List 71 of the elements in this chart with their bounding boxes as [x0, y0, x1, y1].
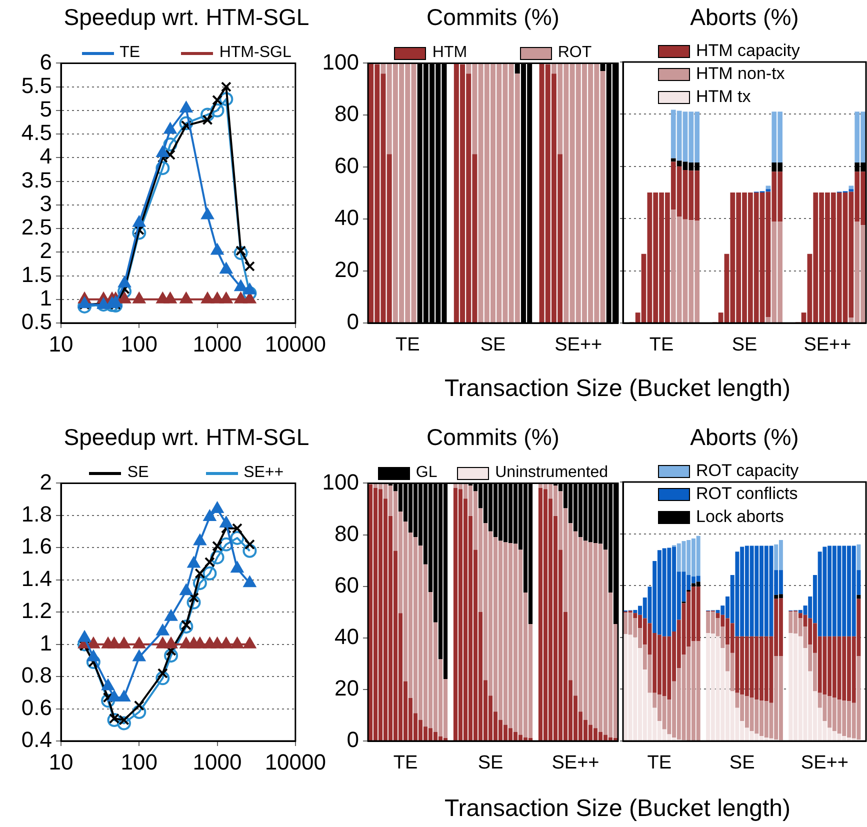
legend-label: Uninstrumented [495, 464, 608, 482]
legend-label: HTM non-tx [696, 64, 785, 84]
y-tick-label: 1.6 [21, 534, 52, 559]
legend-label: TE [120, 44, 140, 62]
y-tick-label: 6 [40, 49, 52, 74]
y-tick-label: 2 [40, 238, 52, 264]
y-tick-label: 20 [334, 257, 359, 282]
y-tick-label: 4.5 [21, 120, 52, 146]
y-tick-label: 2.5 [21, 214, 52, 240]
x-tick-label: 100 [120, 331, 158, 356]
y-tick-label: 1 [40, 285, 52, 310]
y-tick-label: 5 [40, 96, 52, 122]
y-tick-label: 1.4 [21, 566, 52, 591]
y-tick-label: 0.6 [21, 694, 52, 720]
y-tick-label: 1.5 [21, 262, 52, 287]
y-tick-label: 1.8 [21, 501, 52, 526]
x-tick-label: SE [729, 752, 755, 774]
y-tick-label: 80 [334, 520, 359, 546]
y-tick-label: 0.8 [21, 662, 52, 688]
legend-label: SE [127, 464, 149, 482]
legend-label: SE++ [244, 464, 284, 482]
chart-title: Aborts (%) [689, 424, 800, 451]
x-tick-label: 10000 [264, 331, 326, 356]
y-tick-label: 2 [40, 469, 52, 494]
legend-label: ROT conflicts [696, 484, 798, 504]
y-tick-label: 0 [346, 309, 359, 334]
y-tick-label: 40 [334, 205, 359, 230]
x-tick-label: SE [480, 334, 506, 356]
legend-label: GL [416, 464, 438, 482]
y-tick-label: 20 [334, 676, 359, 701]
legend-label: HTM [432, 44, 468, 62]
x-tick-label: SE++ [554, 334, 602, 356]
chart-title: Commits (%) [426, 4, 560, 31]
x-axis-title: Transaction Size (Bucket length) [444, 375, 792, 403]
x-tick-label: 1000 [192, 331, 242, 356]
y-tick-label: 40 [334, 624, 359, 649]
legend-label: Lock aborts [696, 507, 784, 527]
y-tick-label: 100 [322, 49, 359, 74]
y-tick-label: 100 [322, 469, 359, 494]
legend-label: HTM-SGL [219, 44, 292, 62]
x-tick-label: SE++ [800, 752, 848, 774]
x-tick-label: TE [395, 334, 420, 356]
chart-title: Commits (%) [426, 424, 560, 451]
chart-title: Aborts (%) [689, 4, 800, 31]
y-tick-label: 80 [334, 101, 359, 126]
legend-label: ROT capacity [696, 461, 799, 481]
x-tick-label: SE [478, 752, 504, 774]
legend-label: HTM tx [696, 87, 751, 107]
y-tick-label: 3 [40, 190, 52, 216]
x-tick-label: 10000 [264, 749, 326, 774]
x-tick-label: SE++ [552, 752, 600, 774]
chart-title: Speedup wrt. HTM-SGL [62, 4, 310, 31]
x-tick-label: 100 [120, 749, 158, 774]
y-tick-label: 3.5 [21, 167, 52, 192]
y-tick-label: 60 [334, 572, 359, 598]
y-tick-label: 1.2 [21, 598, 52, 624]
y-tick-label: 5.5 [21, 72, 52, 98]
x-tick-label: TE [649, 334, 674, 356]
x-tick-label: 1000 [192, 749, 242, 774]
series-label: ROT [558, 44, 592, 62]
x-axis-title: Transaction Size (Bucket length) [444, 795, 792, 823]
chart-title: Speedup wrt. HTM-SGL [62, 424, 310, 451]
x-tick-label: TE [393, 752, 418, 774]
legend-label: HTM capacity [696, 41, 800, 61]
x-tick-label: SE++ [804, 334, 852, 356]
y-tick-label: 1 [40, 630, 52, 656]
x-tick-label: TE [647, 752, 672, 774]
y-tick-label: 60 [334, 153, 359, 178]
y-tick-label: 4 [40, 144, 52, 169]
x-tick-label: SE [732, 334, 758, 356]
y-tick-label: 0 [346, 727, 359, 752]
